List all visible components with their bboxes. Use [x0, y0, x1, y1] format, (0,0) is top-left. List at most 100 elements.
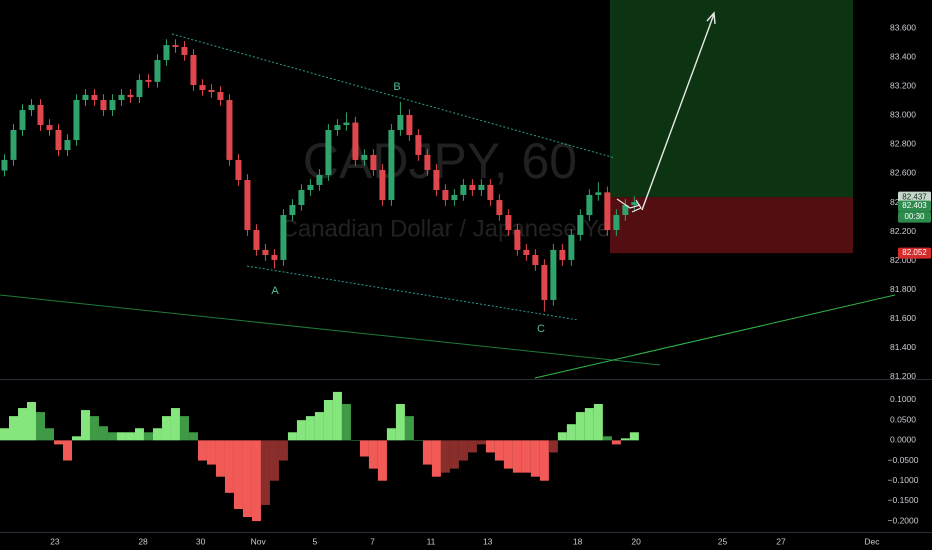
y-tick-label: 83.400 — [890, 51, 916, 61]
x-tick-label: 7 — [370, 536, 375, 546]
histogram-bar — [125, 432, 135, 441]
histogram-bar — [629, 432, 639, 441]
histogram-bar — [170, 408, 180, 441]
candle-body — [226, 100, 233, 160]
trend-line — [534, 294, 896, 379]
indicator-tick-label: 0.1000 — [890, 394, 916, 404]
candle-body — [172, 45, 179, 47]
histogram-bar — [557, 432, 567, 441]
stop-price-label: 82.052 — [902, 248, 927, 257]
watermark-symbol: CADJPY, 60 — [303, 133, 577, 189]
candle-body — [28, 104, 35, 111]
candle-body — [550, 249, 557, 300]
histogram-bar — [377, 440, 387, 481]
histogram-bar — [134, 428, 144, 441]
indicator-tick-label: −0.0500 — [888, 455, 919, 465]
x-tick-label: Nov — [251, 536, 267, 546]
histogram-bar — [143, 432, 153, 441]
histogram-bar — [224, 440, 234, 493]
candle-body — [19, 110, 26, 130]
entry-price-label-box — [898, 191, 931, 203]
histogram-bar — [611, 440, 621, 445]
indicator-tick-label: −0.1000 — [888, 475, 919, 485]
candle-body — [334, 125, 341, 130]
last-price-label: 82.403 — [902, 201, 927, 210]
y-tick-label: 81.200 — [890, 371, 916, 381]
histogram-bar — [296, 420, 306, 441]
projection-arrow — [641, 13, 715, 211]
histogram-bar — [566, 424, 576, 441]
candle-body — [82, 94, 89, 101]
candle-body — [136, 79, 143, 98]
candle-body — [208, 89, 215, 93]
candle-body — [307, 184, 314, 191]
candle-body — [487, 184, 494, 201]
marks-layer — [0, 39, 639, 522]
candle-body — [217, 92, 224, 101]
histogram-bar — [449, 440, 459, 469]
candle-body — [118, 94, 125, 101]
histogram-bar — [89, 416, 99, 441]
wave-label: B — [393, 81, 400, 93]
histogram-bar — [71, 436, 81, 441]
candle-body — [577, 215, 584, 235]
histogram-bar — [584, 408, 594, 441]
histogram-bar — [260, 440, 270, 505]
candle-body — [388, 129, 395, 201]
histogram-bar — [35, 412, 45, 441]
candle-body — [568, 234, 575, 260]
histogram-bar — [98, 426, 108, 441]
candle-body — [262, 249, 269, 256]
candle-body — [181, 46, 188, 55]
y-tick-label: 83.600 — [890, 22, 916, 32]
histogram-bar — [26, 401, 36, 441]
wave-label: C — [537, 323, 545, 335]
y-tick-label: 82.600 — [890, 168, 916, 178]
histogram-bar — [512, 440, 522, 473]
candle-body — [370, 154, 377, 170]
x-tick-label: 28 — [138, 536, 148, 546]
drawings-layer: 81.200 81.400 81.600 81.800 82.000 82.200 82.4… — [0, 11, 932, 546]
histogram-bar — [269, 440, 279, 481]
background-layer: CADJPY, 60 Canadian Dollar / Japanese Ye… — [281, 0, 853, 254]
x-tick-label: Dec — [864, 536, 880, 546]
candle-body — [631, 202, 638, 205]
histogram-bar — [188, 432, 198, 441]
candle-body — [451, 194, 458, 201]
histogram-bar — [233, 440, 243, 509]
histogram-bar — [575, 412, 585, 441]
indicator-tick-label: −0.2000 — [888, 515, 919, 525]
projection-arrow — [616, 198, 641, 209]
candle-body — [91, 94, 98, 101]
take-profit-zone — [610, 0, 853, 198]
watermark-description: Canadian Dollar / Japanese Yen — [281, 215, 624, 242]
candle-body — [433, 169, 440, 191]
candle-body — [604, 192, 611, 230]
histogram-bar — [17, 408, 27, 441]
histogram-bar — [197, 440, 207, 461]
candle-body — [397, 114, 404, 130]
stop-price-label-box — [898, 247, 931, 259]
histogram-bar — [179, 416, 189, 441]
x-tick-label: 11 — [427, 536, 436, 546]
candle-body — [541, 265, 548, 300]
candle-body — [73, 100, 80, 141]
candle-body — [460, 184, 467, 195]
histogram-bar — [332, 391, 342, 441]
candle-body — [442, 190, 449, 201]
candle-body — [424, 154, 431, 170]
histogram-bar — [80, 410, 90, 441]
candle-body — [505, 215, 512, 230]
y-tick-label: 81.800 — [890, 284, 916, 294]
histogram-bar — [476, 440, 486, 445]
histogram-bar — [278, 440, 288, 461]
histogram-bar — [485, 440, 495, 453]
histogram-bar — [530, 440, 540, 477]
y-tick-label: 82.800 — [890, 139, 916, 149]
candle-body — [190, 54, 197, 86]
entry-price-label: 82.437 — [902, 192, 927, 201]
histogram-bar — [548, 440, 558, 453]
candle-body — [298, 190, 305, 205]
histogram-bar — [467, 440, 477, 453]
